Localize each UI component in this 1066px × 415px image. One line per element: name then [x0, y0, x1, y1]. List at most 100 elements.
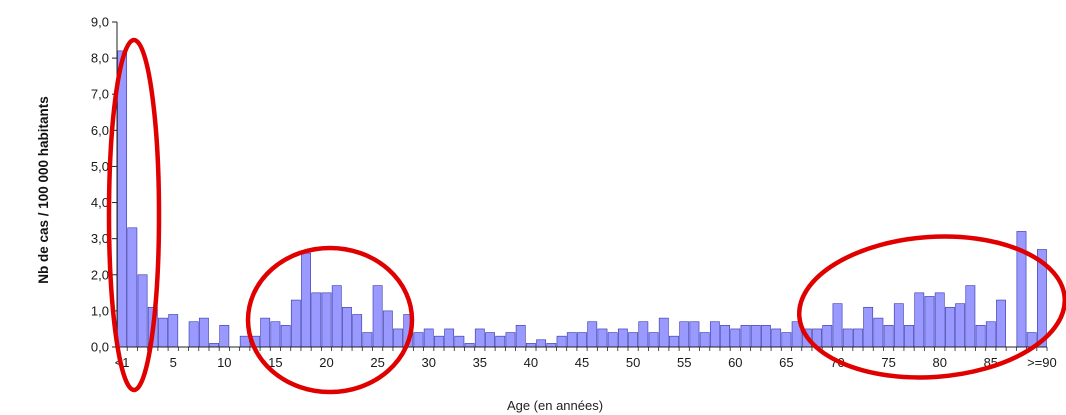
bar: [853, 328, 863, 348]
bar: [280, 325, 291, 348]
x-tick-label: 10: [217, 355, 231, 370]
bar: [117, 50, 128, 348]
bar: [342, 306, 352, 348]
bar: [219, 325, 230, 348]
bar: [709, 321, 720, 348]
bar: [883, 325, 894, 348]
y-tick-label: 1,0: [91, 303, 109, 318]
x-tick-label: 60: [728, 355, 742, 370]
bar: [658, 317, 669, 348]
bar: [311, 292, 322, 348]
bar: [352, 314, 363, 348]
bar: [720, 325, 730, 348]
highlight-ellipse: [106, 37, 162, 393]
x-tick-label: >=90: [1027, 355, 1057, 370]
bar: [434, 335, 444, 348]
y-tick-label: 9,0: [91, 15, 109, 30]
bar: [464, 343, 475, 348]
bar: [393, 328, 403, 348]
bar: [638, 321, 649, 348]
x-tick-label: 40: [524, 355, 538, 370]
bar: [485, 332, 495, 348]
bar: [577, 332, 587, 348]
bar: [362, 332, 373, 348]
bar: [587, 321, 598, 348]
bar: [525, 343, 536, 348]
bar: [546, 343, 557, 348]
bar: [198, 317, 209, 348]
x-tick-label: 80: [932, 355, 946, 370]
x-tick-label: 30: [421, 355, 435, 370]
bar: [270, 321, 281, 348]
bar: [372, 285, 383, 348]
bar: [290, 299, 301, 348]
bar: [842, 328, 853, 348]
bar: [628, 332, 639, 348]
bar: [914, 292, 925, 348]
x-axis-ticks: <1 5 10 15 20 25 30 35 40 45 50 55 60 65 70 75 80 85 >=90: [115, 347, 1057, 370]
bar: [607, 332, 618, 348]
y-tick-label: 7,0: [91, 87, 109, 102]
bar: [158, 317, 168, 348]
y-tick-label: 8,0: [91, 51, 109, 66]
x-tick-label: 45: [575, 355, 589, 370]
bar: [301, 252, 311, 348]
bar: [832, 303, 843, 348]
bar: [761, 325, 771, 348]
bar: [750, 325, 761, 348]
y-tick-label: 2,0: [91, 267, 109, 282]
bar: [474, 328, 485, 348]
bar: [566, 332, 577, 348]
bar: [945, 306, 955, 348]
bar: [679, 321, 690, 348]
x-tick-label: 15: [268, 355, 282, 370]
bar: [781, 332, 792, 348]
highlight-ellipse: [245, 245, 415, 395]
bar: [893, 303, 904, 348]
bar: [331, 285, 342, 348]
bar: [209, 343, 219, 348]
y-tick-label: 5,0: [91, 159, 109, 174]
bar: [137, 274, 148, 348]
bar: [505, 332, 516, 348]
y-tick-label: 6,0: [91, 123, 109, 138]
x-tick-label: 5: [170, 355, 177, 370]
bar: [648, 332, 659, 348]
y-tick-label: 0,0: [91, 340, 109, 355]
bar: [924, 296, 935, 348]
bar: [444, 328, 455, 348]
bar: [934, 292, 945, 348]
y-tick-label: 3,0: [91, 231, 109, 246]
y-tick-label: 4,0: [91, 195, 109, 210]
bar: [536, 339, 547, 348]
bar: [127, 227, 138, 348]
x-axis-label: Age (en années): [507, 398, 603, 413]
bar: [239, 335, 250, 348]
bar: [904, 325, 914, 348]
bar: [515, 325, 526, 348]
bar: [873, 317, 884, 348]
bar: [260, 317, 271, 348]
bar: [168, 314, 179, 348]
bar: [996, 299, 1006, 348]
bar: [556, 335, 567, 348]
x-tick-label: 25: [370, 355, 384, 370]
bar: [985, 321, 996, 348]
bar: [382, 310, 393, 348]
bar: [863, 306, 874, 348]
bar: [975, 325, 986, 348]
bar: [965, 285, 976, 348]
x-tick-label: 55: [677, 355, 691, 370]
bar: [955, 303, 966, 348]
bar: [771, 328, 782, 348]
bar: [188, 321, 199, 348]
highlight-ellipse: [796, 234, 1066, 380]
x-tick-label: 65: [779, 355, 793, 370]
y-axis-label: Nb de cas / 100 000 habitants: [36, 96, 51, 284]
x-tick-label: 35: [473, 355, 487, 370]
bar: [669, 335, 679, 348]
x-tick-label: 75: [881, 355, 895, 370]
x-tick-label: 20: [319, 355, 333, 370]
bar: [321, 292, 332, 348]
